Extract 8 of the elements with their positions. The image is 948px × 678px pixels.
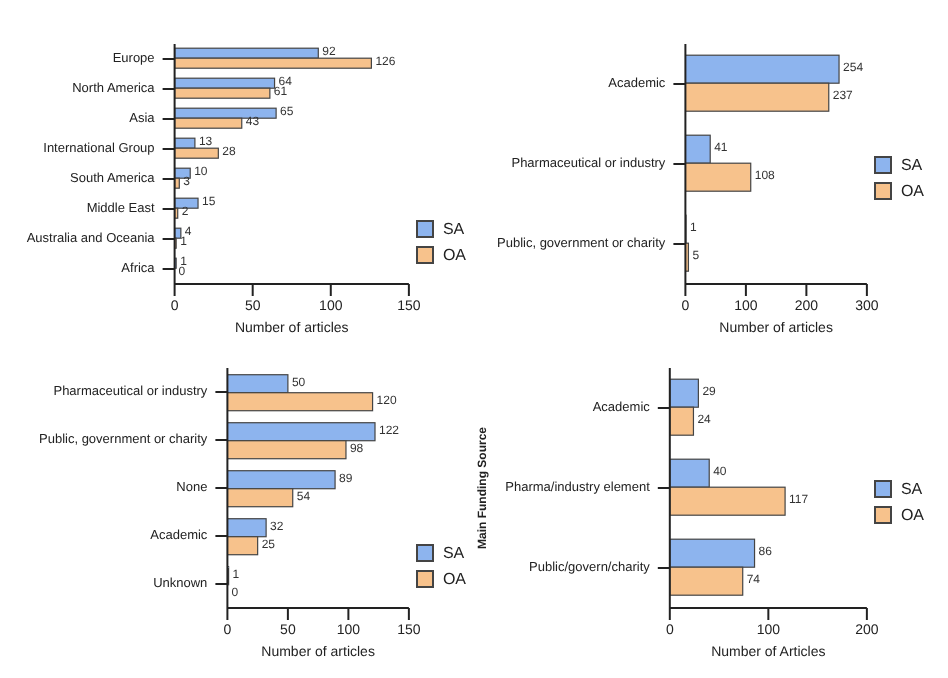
legend-label: SA <box>442 220 465 238</box>
legend-label: SA <box>442 544 465 562</box>
legend-label: OA <box>900 506 924 524</box>
legend-label: OA <box>442 570 466 588</box>
legend-label: OA <box>900 182 924 200</box>
legend-label: OA <box>442 246 466 264</box>
legend-label: SA <box>900 480 923 498</box>
legend-label: SA <box>900 156 923 174</box>
